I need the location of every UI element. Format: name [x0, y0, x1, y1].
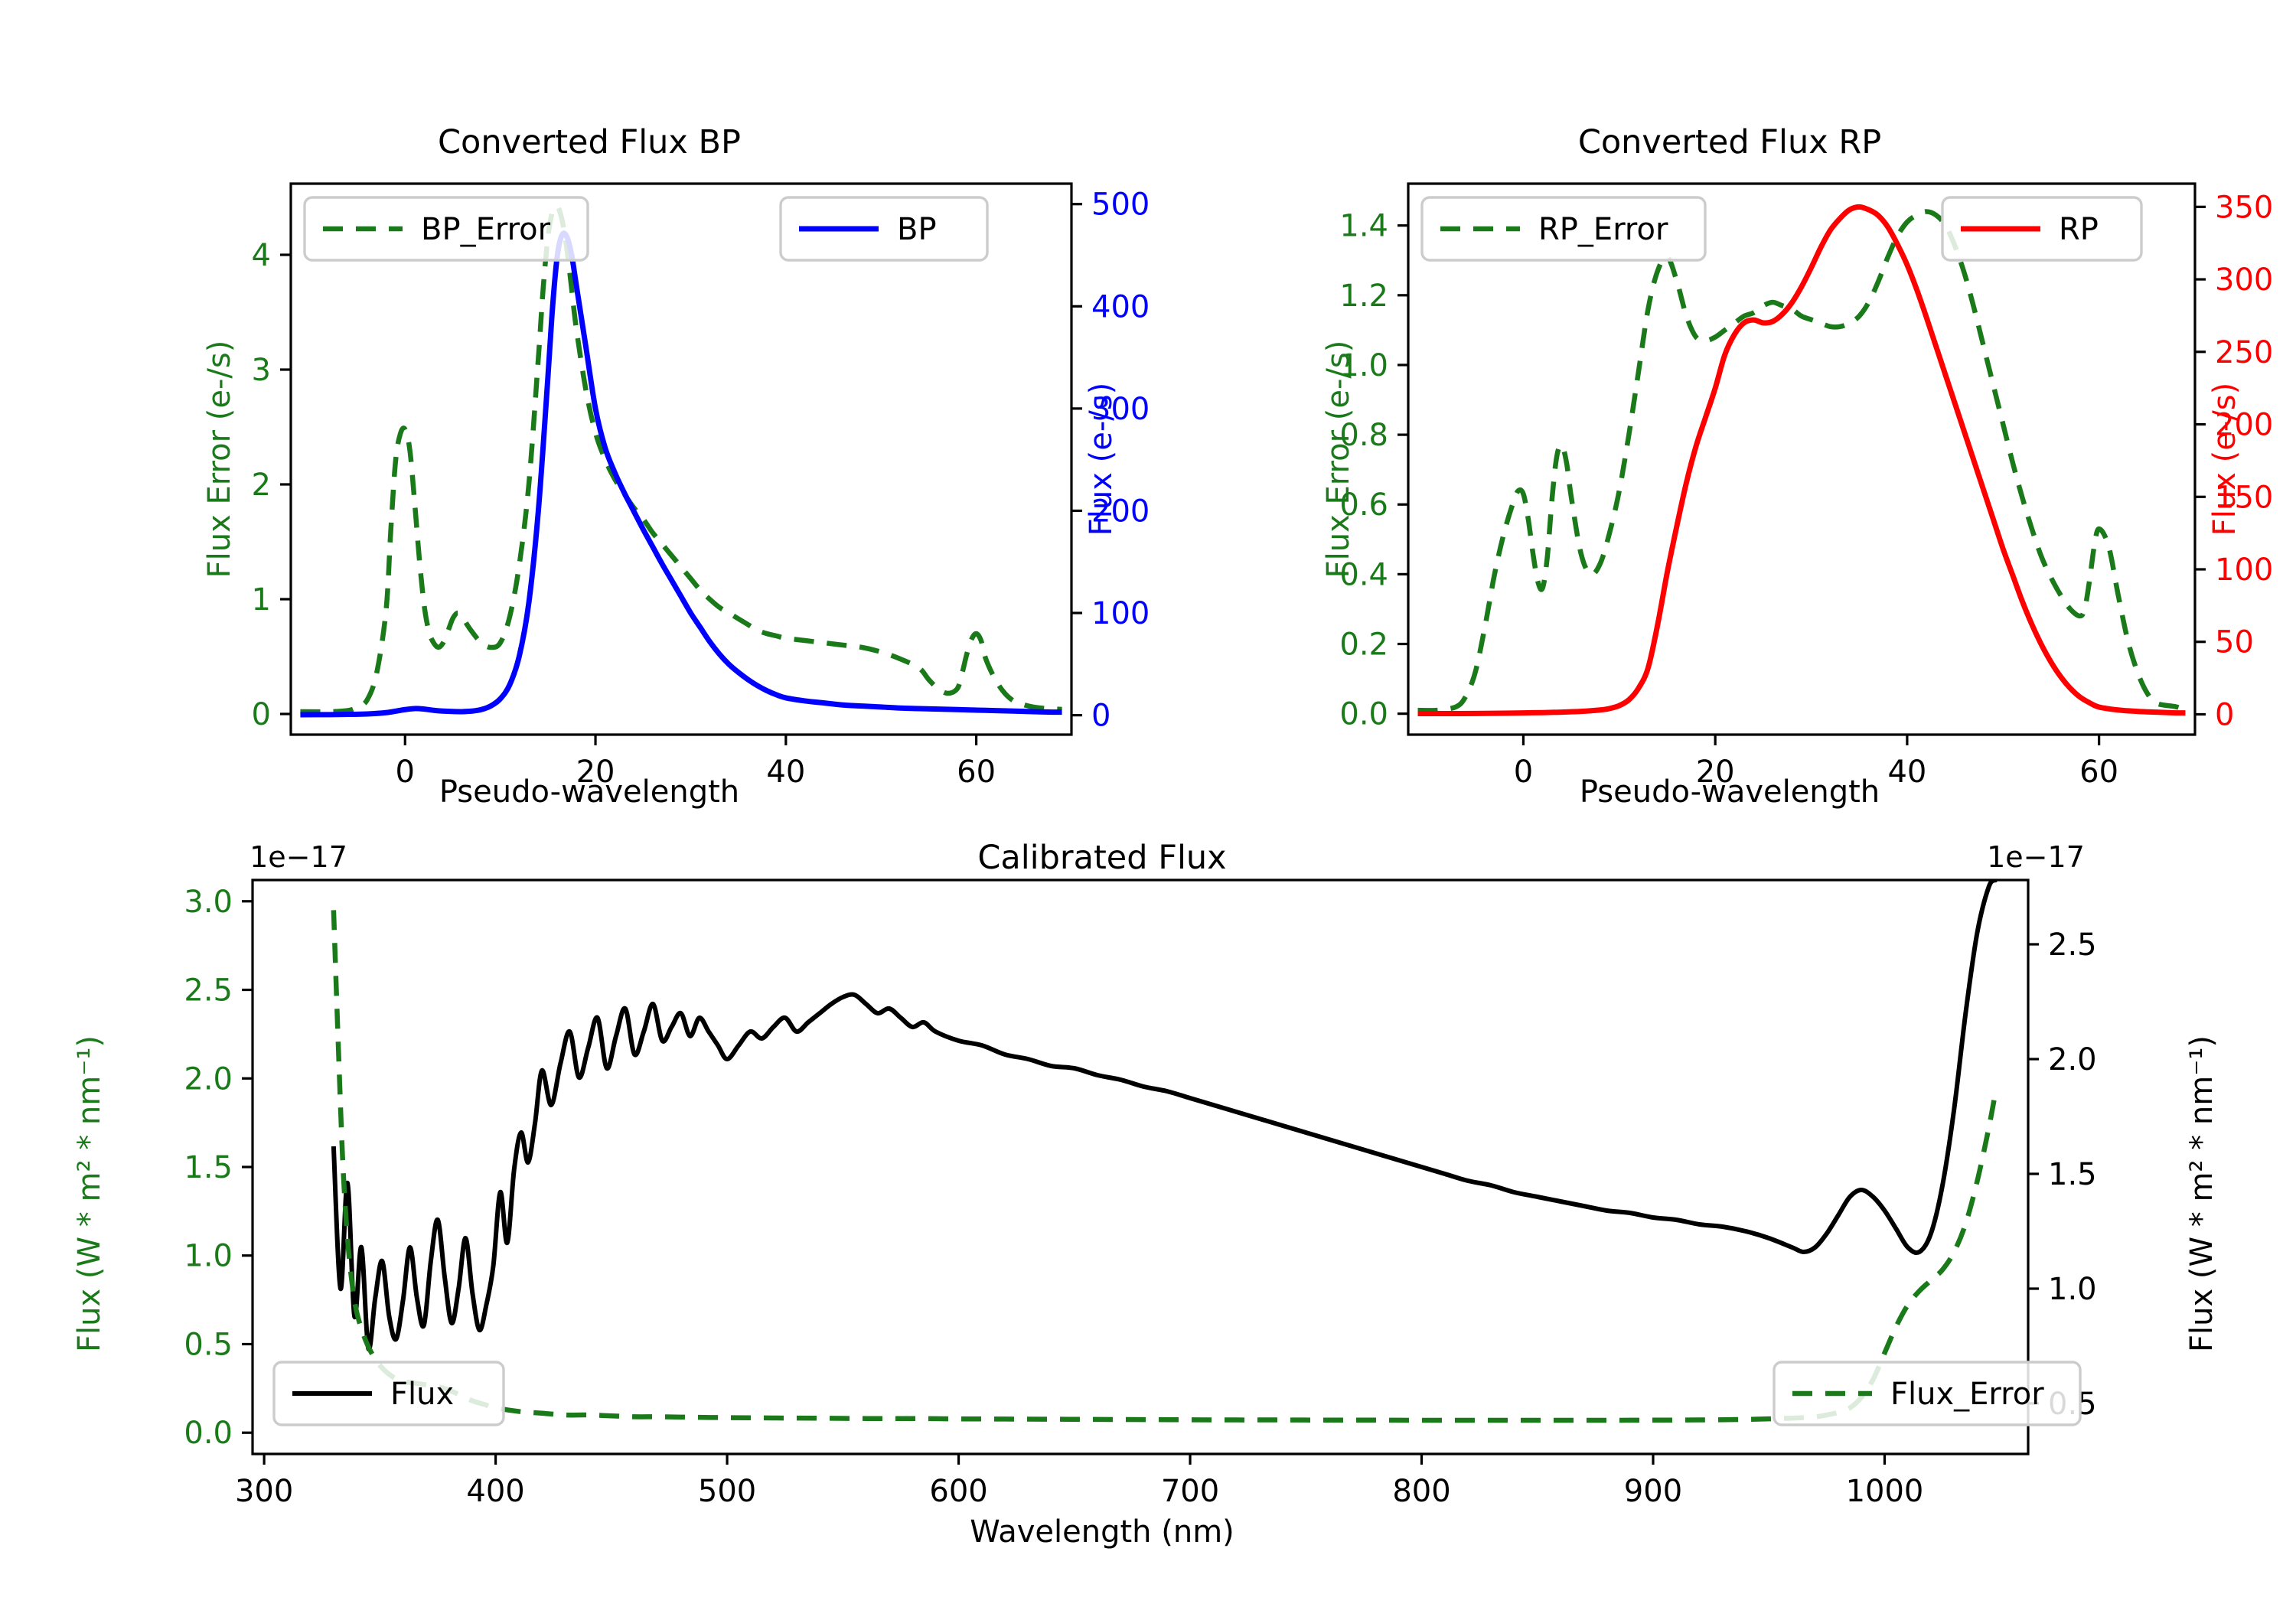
legend-bp[interactable]: BP — [779, 196, 989, 262]
y-tick-label-left: 0.8 — [1339, 418, 1388, 453]
legend-bp-error[interactable]: BP_Error — [303, 196, 589, 262]
y-tick-label-left: 2.0 — [184, 1061, 233, 1097]
y-tick-label-right: 300 — [1091, 392, 1150, 427]
x-tick-label: 40 — [766, 755, 805, 790]
x-tick-label: 300 — [235, 1474, 293, 1509]
x-tick-label: 0 — [396, 755, 415, 790]
calibrated-plot-svg: Calibrated Flux 1e−17 1e−17 300 400 500 600… — [72, 839, 2219, 1550]
y-tick-label-right: 100 — [1091, 596, 1150, 631]
y-tick-label-right: 2.0 — [2048, 1042, 2097, 1077]
x-tick-label: 800 — [1392, 1474, 1450, 1509]
series-bp — [300, 230, 1062, 718]
rp-y-axis-label-right: Flux (e-/s) — [2207, 383, 2242, 536]
series-rp_error — [1417, 209, 2187, 713]
legend-label: BP — [897, 212, 937, 247]
rp-y-axis-label-left: Flux Error (e-/s) — [1321, 341, 1356, 579]
bp-plot-svg: Converted Flux BP 0 20 40 60012340100200300… — [202, 123, 1150, 810]
x-tick-label: 700 — [1161, 1474, 1219, 1509]
y-tick-label-right: 350 — [2215, 190, 2273, 225]
x-tick-label: 900 — [1624, 1474, 1682, 1509]
calibrated-offset-left: 1e−17 — [249, 840, 347, 874]
y-tick-label-left: 1.0 — [184, 1239, 233, 1274]
y-tick-label-left: 2.5 — [184, 973, 233, 1009]
calibrated-offset-right: 1e−17 — [1987, 840, 2085, 874]
y-tick-label-left: 0.4 — [1339, 557, 1388, 592]
legend-rp-error[interactable]: RP_Error — [1420, 196, 1707, 262]
x-tick-label: 1000 — [1846, 1474, 1924, 1509]
y-tick-label-left: 0.6 — [1339, 487, 1388, 523]
legend-rp[interactable]: RP — [1941, 196, 2143, 262]
rp-plot-svg: Converted Flux RP 0 20 40 60 0.0 0.2 0.4 0.6 0.8… — [1321, 123, 2273, 810]
y-tick-label-right: 200 — [1091, 494, 1150, 529]
x-tick-label: 20 — [1696, 755, 1735, 790]
y-tick-label-right: 50 — [2215, 625, 2254, 660]
x-tick-label: 0 — [1514, 755, 1533, 790]
y-tick-label-right: 300 — [2215, 262, 2273, 298]
series-flux_error — [331, 910, 1998, 1423]
panel-converted-flux-bp: Converted Flux BP 0 20 40 60 0 1 2 3 4 0 100 200 300… — [0, 0, 1150, 826]
y-tick-label-right: 0 — [1091, 699, 1110, 734]
y-tick-label-left: 0.0 — [1339, 697, 1388, 732]
legend-label: Flux — [390, 1377, 454, 1412]
panel-calibrated-flux: Calibrated Flux 1e−17 1e−17 300 400 500 600… — [0, 826, 2296, 1607]
y-tick-label-left: 1.4 — [1339, 209, 1388, 244]
series-flux — [331, 880, 1998, 1352]
x-tick-label: 60 — [957, 755, 996, 790]
y-tick-label-left: 1.2 — [1339, 279, 1388, 314]
y-tick-label-right: 150 — [2215, 480, 2273, 515]
x-tick-label: 500 — [698, 1474, 756, 1509]
rp-x-axis-label: Pseudo-wavelength — [1580, 774, 1880, 810]
x-tick-label: 400 — [466, 1474, 524, 1509]
bp-x-axis-label: Pseudo-wavelength — [439, 774, 739, 810]
y-tick-label-right: 200 — [2215, 408, 2273, 443]
y-tick-label-left: 1 — [252, 582, 271, 618]
y-tick-label-right: 0 — [2215, 697, 2234, 732]
y-tick-label-right: 1.0 — [2048, 1272, 2097, 1307]
bp-panel-title: Converted Flux BP — [438, 123, 741, 161]
series-bp_error — [300, 203, 1062, 715]
x-tick-label: 600 — [929, 1474, 987, 1509]
y-tick-label-right: 250 — [2215, 335, 2273, 370]
bp-y-axis-label-right: Flux (e-/s) — [1084, 383, 1119, 536]
rp-panel-title: Converted Flux RP — [1578, 123, 1881, 161]
panel-converted-flux-rp: Converted Flux RP 0 20 40 60 0.0 0.2 0.4 0.6 0.8… — [1148, 0, 2296, 826]
y-tick-label-right: 400 — [1091, 289, 1150, 324]
x-tick-label: 20 — [576, 755, 615, 790]
calibrated-x-axis-label: Wavelength (nm) — [970, 1514, 1234, 1550]
y-tick-label-left: 3.0 — [184, 885, 233, 920]
y-tick-label-left: 3 — [252, 353, 271, 388]
y-tick-label-left: 0.2 — [1339, 627, 1388, 663]
legend-label: Flux_Error — [1890, 1377, 2044, 1412]
x-tick-label: 60 — [2079, 755, 2118, 790]
legend-label: BP_Error — [421, 212, 551, 247]
y-tick-label-left: 0.0 — [184, 1416, 233, 1451]
y-tick-label-left: 1.5 — [184, 1150, 233, 1185]
y-tick-label-left: 2 — [252, 468, 271, 503]
bp-y-axis-label-left: Flux Error (e-/s) — [202, 341, 237, 579]
series-rp — [1417, 204, 2186, 717]
y-tick-label-right: 1.5 — [2048, 1157, 2097, 1192]
y-tick-label-right: 100 — [2215, 553, 2273, 588]
y-tick-label-right: 500 — [1091, 187, 1150, 223]
calibrated-y-axis-label-right: Flux (W * m² * nm⁻¹) — [2184, 1035, 2219, 1352]
calibrated-panel-title: Calibrated Flux — [977, 839, 1226, 877]
legend-label: RP — [2059, 212, 2099, 247]
x-tick-label: 40 — [1887, 755, 1926, 790]
y-tick-label-left: 1.0 — [1339, 348, 1388, 383]
calibrated-y-axis-label-left: Flux (W * m² * nm⁻¹) — [72, 1035, 107, 1352]
y-tick-label-right: 2.5 — [2048, 927, 2097, 963]
legend-flux-error[interactable]: Flux_Error — [1773, 1361, 2082, 1426]
legend-flux[interactable]: Flux — [272, 1361, 505, 1426]
y-tick-label-left: 4 — [252, 238, 271, 273]
y-tick-label-left: 0.5 — [184, 1327, 233, 1362]
legend-label: RP_Error — [1538, 212, 1668, 247]
y-tick-label-left: 0 — [252, 697, 271, 732]
